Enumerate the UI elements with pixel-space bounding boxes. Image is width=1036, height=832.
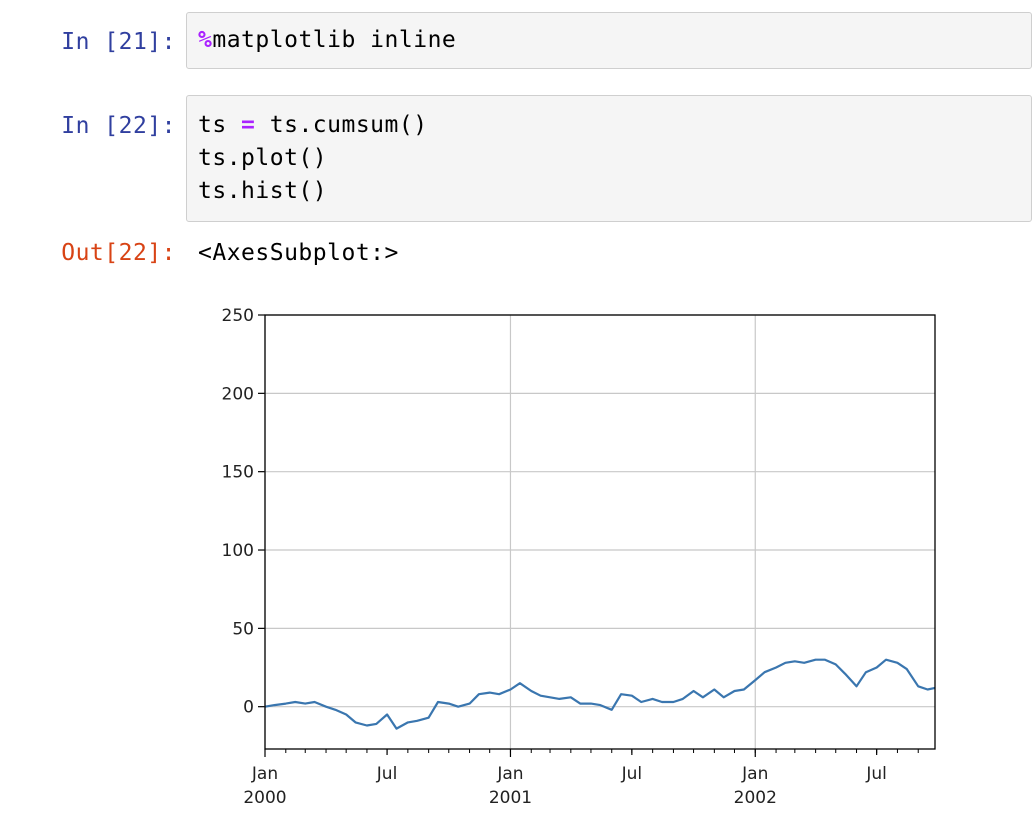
- input-prompt: In [21]:: [61, 29, 176, 55]
- code-editor[interactable]: %matplotlib inline: [186, 12, 1032, 69]
- output-text: <AxesSubplot:>: [198, 240, 399, 266]
- x-tick-label: Jan: [496, 764, 523, 784]
- code-line: ts.hist(): [198, 178, 328, 204]
- x-tick-label: Jan: [741, 764, 768, 784]
- code-text: matplotlib inline: [212, 27, 457, 53]
- series-line: [264, 658, 936, 730]
- y-tick-label: 100: [222, 541, 254, 561]
- input-prompt: In [22]:: [61, 113, 176, 139]
- code-line: ts = ts.cumsum(): [198, 109, 1031, 142]
- code-text: ts.cumsum(): [255, 112, 428, 138]
- x-tick-label-year: 2001: [489, 788, 532, 808]
- y-tick-label: 150: [222, 463, 254, 483]
- x-tick-label: Jan: [251, 764, 278, 784]
- x-tick-label: Jul: [376, 764, 398, 784]
- code-line: %matplotlib inline: [198, 24, 1031, 57]
- y-tick-label: 0: [243, 698, 254, 718]
- y-tick-label: 200: [222, 384, 254, 404]
- code-line: ts.plot(): [198, 145, 328, 171]
- y-tick-label: 50: [232, 619, 254, 639]
- plot-frame: [264, 314, 936, 750]
- output-prompt: Out[22]:: [61, 240, 176, 266]
- x-tick-label-year: 2002: [734, 788, 777, 808]
- code-text: ts: [198, 112, 242, 138]
- line-chart: 0 50 100 150 200 250 Jan 2000 Jul Jan 2001 Jul Jan 20…: [222, 306, 936, 808]
- magic-symbol: %: [198, 27, 213, 53]
- code-editor[interactable]: ts = ts.cumsum() ts.plot() ts.hist(): [186, 95, 1032, 222]
- y-tick-label: 250: [222, 306, 254, 326]
- x-tick-label-year: 2000: [243, 788, 286, 808]
- x-tick-label: Jul: [865, 764, 887, 784]
- assign-operator: =: [241, 112, 256, 138]
- x-tick-label: Jul: [621, 764, 643, 784]
